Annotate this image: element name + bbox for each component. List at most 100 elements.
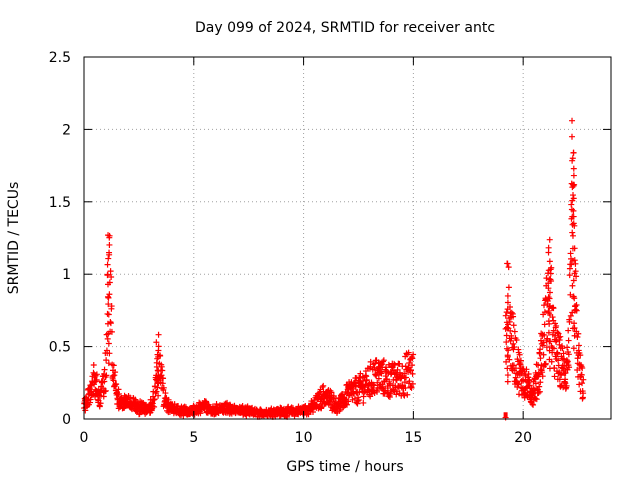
data-point	[570, 192, 577, 199]
data-point	[571, 307, 578, 314]
data-point	[525, 370, 532, 377]
data-point	[546, 338, 553, 345]
data-point	[107, 268, 114, 275]
data-point	[544, 335, 551, 342]
data-point	[569, 117, 576, 124]
data-point	[164, 400, 171, 407]
data-point	[107, 320, 114, 327]
data-point	[504, 365, 511, 372]
data-point	[510, 313, 517, 320]
data-point	[579, 365, 586, 372]
data-point	[535, 389, 542, 396]
data-point	[550, 327, 557, 334]
data-point	[409, 380, 416, 387]
data-point	[546, 236, 553, 243]
data-point	[380, 358, 387, 365]
data-point	[569, 232, 576, 239]
data-point	[110, 377, 117, 384]
data-point	[577, 352, 584, 359]
data-point	[547, 311, 554, 318]
axis-ticks: 0 0.5 1 1.5 2 2.5 0 5 10 15 20	[49, 50, 611, 446]
y-axis-label: SRMTID / TECUs	[6, 182, 22, 295]
data-point	[564, 358, 571, 365]
data-point	[504, 372, 511, 379]
data-point	[503, 345, 510, 352]
data-point	[160, 375, 167, 382]
data-point	[575, 342, 582, 349]
data-point	[574, 355, 581, 362]
data-point	[571, 332, 578, 339]
data-point	[379, 383, 386, 390]
data-point	[542, 360, 549, 367]
gridlines	[84, 57, 611, 419]
data-point	[550, 305, 557, 312]
data-point	[567, 312, 574, 319]
data-point	[570, 207, 577, 214]
data-point	[404, 391, 411, 398]
data-point	[571, 245, 578, 252]
data-point	[153, 363, 160, 370]
data-point	[571, 295, 578, 302]
data-point	[504, 378, 511, 385]
data-point	[151, 396, 158, 403]
data-point	[409, 370, 416, 377]
data-point	[104, 271, 111, 278]
data-point	[572, 306, 579, 313]
plot-frame	[83, 56, 612, 420]
data-point	[108, 274, 115, 281]
data-point	[157, 352, 164, 359]
data-point	[546, 289, 553, 296]
data-point	[373, 372, 380, 379]
data-point	[378, 370, 385, 377]
data-point	[568, 133, 575, 140]
data-point	[530, 401, 537, 408]
data-point	[408, 367, 415, 374]
data-point	[545, 294, 552, 301]
data-point	[518, 370, 525, 377]
data-point	[511, 344, 518, 351]
data-point	[569, 257, 576, 264]
data-point	[510, 322, 517, 329]
data-point	[570, 182, 577, 189]
data-point	[371, 360, 378, 367]
data-point	[545, 249, 552, 256]
data-point	[545, 285, 552, 292]
data-point	[391, 362, 398, 369]
data-point	[153, 388, 160, 395]
data-point	[546, 276, 553, 283]
data-point	[574, 334, 581, 341]
data-point	[105, 340, 112, 347]
data-point	[541, 331, 548, 338]
data-point	[97, 400, 104, 407]
data-point	[570, 195, 577, 202]
data-point	[363, 376, 370, 383]
data-point	[393, 391, 400, 398]
data-point	[345, 398, 352, 405]
data-point	[557, 333, 564, 340]
data-point	[511, 328, 518, 335]
data-point	[568, 201, 575, 208]
data-point	[116, 390, 123, 397]
data-point	[536, 383, 543, 390]
data-point	[104, 310, 111, 317]
data-point	[565, 351, 572, 358]
data-point	[554, 329, 561, 336]
data-point	[554, 350, 561, 357]
data-point	[580, 390, 587, 397]
data-point	[567, 250, 574, 257]
data-point	[571, 320, 578, 327]
data-point	[319, 384, 326, 391]
data-point	[160, 384, 167, 391]
x-tick-label: 20	[514, 430, 532, 446]
x-axis-label: GPS time / hours	[286, 459, 403, 475]
data-point	[504, 306, 511, 313]
data-point	[108, 328, 115, 335]
data-point	[559, 345, 566, 352]
data-point	[100, 393, 107, 400]
data-point	[543, 344, 550, 351]
y-tick-label: 1	[62, 267, 71, 283]
data-point	[506, 356, 513, 363]
data-point	[105, 232, 112, 239]
data-point	[532, 380, 539, 387]
